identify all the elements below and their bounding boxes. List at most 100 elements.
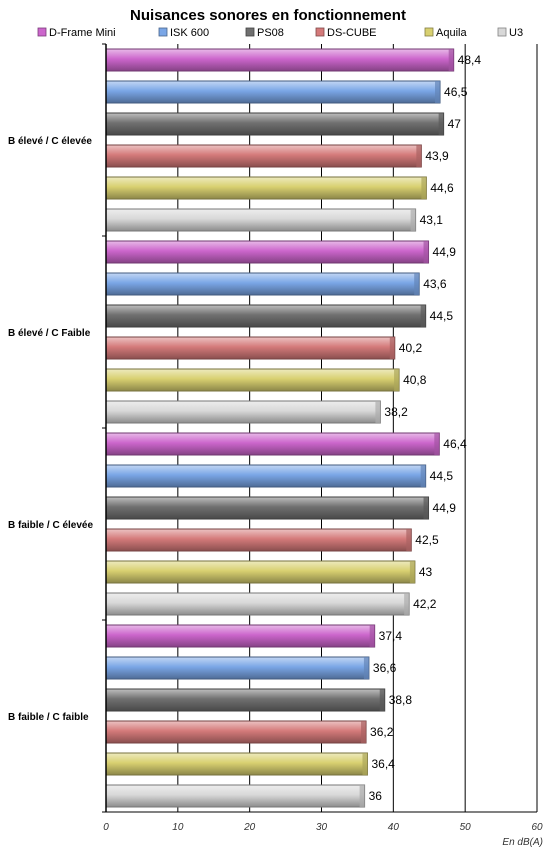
legend-swatch <box>497 27 507 37</box>
x-tick-label: 50 <box>460 822 472 833</box>
bar-end-cap <box>369 625 375 647</box>
data-label: 43 <box>419 565 433 579</box>
data-label: 37,4 <box>379 629 403 643</box>
bar-d-frame-mini-b-faible-c-elevee <box>105 432 440 456</box>
bar-aquila-b-eleve-c-elevee <box>105 176 427 200</box>
data-label: 36,6 <box>373 661 397 675</box>
x-tick-label: 20 <box>243 822 256 833</box>
bar-d-frame-mini-b-eleve-c-elevee <box>105 48 455 72</box>
category-b-eleve-c-faible: B élevé / C Faible 44,9 43,6 44,5 40,2 40,8 38… <box>8 240 457 424</box>
bar-end-cap <box>394 369 400 391</box>
data-label: 40,8 <box>403 373 427 387</box>
bar-isk-600-b-eleve-c-faible <box>105 272 420 296</box>
legend-item-d-frame-mini: D-Frame Mini <box>37 27 116 39</box>
bars: B élevé / C élevée 48,4 46,5 47 43,9 44,6 43,1… <box>8 48 482 808</box>
bar-aquila-b-faible-c-faible <box>105 752 368 776</box>
data-label: 44,9 <box>433 501 457 515</box>
bar-end-cap <box>389 337 395 359</box>
data-label: 38,2 <box>384 405 408 419</box>
legend-item-u3: U3 <box>497 27 523 39</box>
legend-swatch <box>158 27 168 37</box>
data-label: 44,6 <box>430 181 454 195</box>
bar-end-cap <box>435 81 441 103</box>
bar-end-cap <box>361 721 367 743</box>
data-label: 47 <box>448 117 462 131</box>
legend-swatch <box>424 27 434 37</box>
x-tick-label: 40 <box>388 822 400 833</box>
bar-u3-b-eleve-c-elevee <box>105 208 417 232</box>
data-label: 44,5 <box>430 469 454 483</box>
bar-end-cap <box>423 497 429 519</box>
legend: D-Frame Mini ISK 600 PS08 DS-CUBE Aquila U3 <box>37 27 523 39</box>
bar-end-cap <box>362 753 368 775</box>
bar-end-cap <box>434 433 440 455</box>
bar-ps08-b-eleve-c-elevee <box>105 112 445 136</box>
bar-ds-cube-b-faible-c-faible <box>105 720 367 744</box>
bar-d-frame-mini-b-eleve-c-faible <box>105 240 430 264</box>
bar-ps08-b-eleve-c-faible <box>105 304 427 328</box>
bar-end-cap <box>375 401 381 423</box>
bar-end-cap <box>406 529 412 551</box>
bar-end-cap <box>414 273 420 295</box>
category-label: B élevé / C Faible <box>8 328 91 339</box>
legend-item-ps08: PS08 <box>245 27 284 39</box>
legend-label: Aquila <box>436 27 467 39</box>
category-b-faible-c-faible: B faible / C faible 37,4 36,6 38,8 36,2 36,4 3… <box>8 624 413 808</box>
bar-end-cap <box>359 785 365 807</box>
bar-u3-b-faible-c-faible <box>105 784 366 808</box>
bar-end-cap <box>379 689 385 711</box>
bar-u3-b-faible-c-elevee <box>105 592 410 616</box>
bar-isk-600-b-eleve-c-elevee <box>105 80 441 104</box>
legend-item-ds-cube: DS-CUBE <box>315 27 377 39</box>
data-label: 43,6 <box>423 277 447 291</box>
legend-swatch <box>37 27 47 37</box>
data-label: 43,9 <box>425 149 449 163</box>
legend-label: DS-CUBE <box>327 27 377 39</box>
bar-end-cap <box>448 49 454 71</box>
legend-swatch <box>245 27 255 37</box>
data-label: 48,4 <box>458 53 482 67</box>
data-label: 40,2 <box>399 341 423 355</box>
bar-ps08-b-faible-c-elevee <box>105 496 430 520</box>
data-label: 43,1 <box>420 213 444 227</box>
bar-aquila-b-eleve-c-faible <box>105 368 400 392</box>
grid <box>106 44 538 812</box>
bar-aquila-b-faible-c-elevee <box>105 560 416 584</box>
data-label: 42,2 <box>413 597 437 611</box>
x-tick-label: 30 <box>316 822 328 833</box>
x-unit-label: En dB(A) <box>502 837 543 848</box>
data-label: 44,9 <box>433 245 457 259</box>
bar-end-cap <box>421 177 427 199</box>
bar-end-cap <box>438 113 444 135</box>
bar-end-cap <box>409 561 415 583</box>
bar-end-cap <box>404 593 410 615</box>
legend-label: PS08 <box>257 27 284 39</box>
legend-label: U3 <box>509 27 523 39</box>
x-tick-label: 10 <box>172 822 184 833</box>
bar-end-cap <box>420 465 426 487</box>
data-label: 42,5 <box>415 533 439 547</box>
x-tick-label: 60 <box>531 822 543 833</box>
category-label: B faible / C faible <box>8 712 89 723</box>
x-axis: 0 10 20 30 40 50 60 <box>102 43 543 833</box>
bar-isk-600-b-faible-c-faible <box>105 656 370 680</box>
bar-ds-cube-b-faible-c-elevee <box>105 528 412 552</box>
data-label: 46,4 <box>443 437 467 451</box>
bar-u3-b-eleve-c-faible <box>105 400 381 424</box>
bar-end-cap <box>420 305 426 327</box>
legend-swatch <box>315 27 325 37</box>
chart-title: Nuisances sonores en fonctionnement <box>130 7 406 24</box>
category-b-faible-c-elevee: B faible / C élevée 46,4 44,5 44,9 42,5 43 42,… <box>8 432 467 616</box>
x-tick-label: 0 <box>103 822 109 833</box>
category-label: B élevé / C élevée <box>8 136 92 147</box>
bar-ps08-b-faible-c-faible <box>105 688 386 712</box>
data-label: 36,4 <box>371 757 395 771</box>
data-label: 46,5 <box>444 85 468 99</box>
data-label: 38,8 <box>389 693 413 707</box>
legend-item-aquila: Aquila <box>424 27 467 39</box>
data-label: 36 <box>369 789 383 803</box>
data-label: 44,5 <box>430 309 454 323</box>
bar-isk-600-b-faible-c-elevee <box>105 464 427 488</box>
bar-ds-cube-b-eleve-c-elevee <box>105 144 422 168</box>
